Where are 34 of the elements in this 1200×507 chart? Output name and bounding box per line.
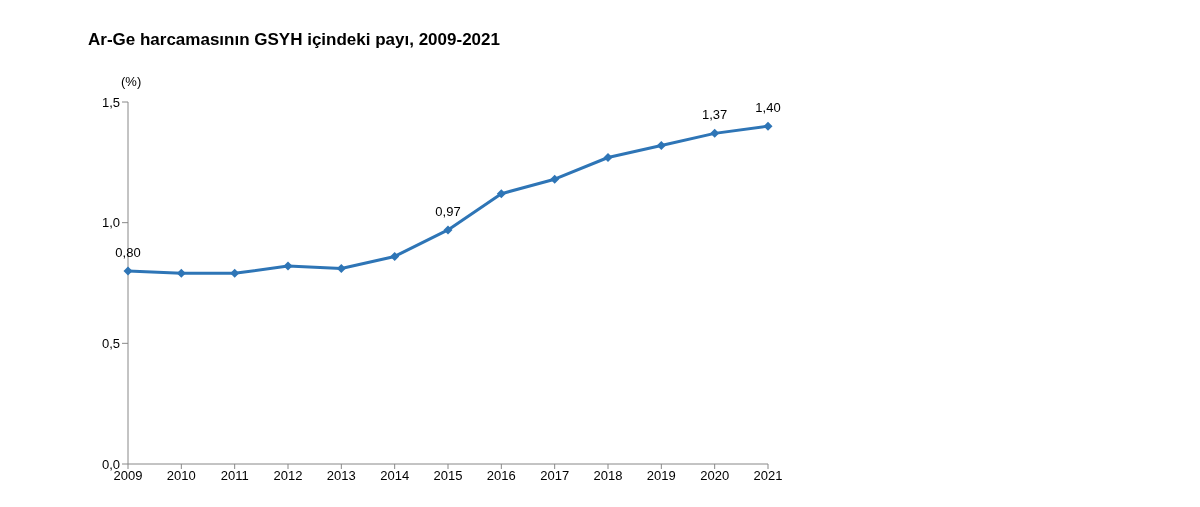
x-tick-label: 2012 xyxy=(273,468,303,484)
data-label: 0,80 xyxy=(115,244,141,260)
point xyxy=(443,225,453,235)
point xyxy=(230,268,240,278)
point xyxy=(550,174,560,184)
x-tick-label: 2011 xyxy=(220,468,249,484)
x-tick-label: 2015 xyxy=(433,468,463,484)
y-tick-label: 0,5 xyxy=(101,335,120,351)
point xyxy=(336,264,346,274)
y-axis-title: (%) xyxy=(121,74,142,89)
data-label: 1,40 xyxy=(755,100,781,116)
x-tick-label: 2019 xyxy=(646,468,676,484)
x-tick-label: 2021 xyxy=(753,468,783,484)
x-tick-label: 2013 xyxy=(326,468,356,484)
x-tick-label: 2016 xyxy=(486,468,516,484)
x-tick-label: 2010 xyxy=(166,468,196,484)
point xyxy=(656,140,666,150)
x-tick-label: 2017 xyxy=(540,468,570,484)
point xyxy=(283,261,293,271)
point xyxy=(176,268,186,278)
point xyxy=(390,251,400,261)
point xyxy=(763,121,773,131)
x-tick-label: 2018 xyxy=(593,468,623,484)
x-tick-label: 2014 xyxy=(380,468,410,484)
x-tick-label: 2020 xyxy=(700,468,730,484)
point xyxy=(603,153,613,163)
point xyxy=(496,189,506,199)
y-tick-label: 1,5 xyxy=(101,94,120,110)
data-label: 1,37 xyxy=(702,107,728,123)
data-label: 0,97 xyxy=(435,203,461,219)
chart-title: Ar-Ge harcamasının GSYH içindeki payı, 2009-2021 xyxy=(88,30,500,50)
y-tick-label: 1,0 xyxy=(101,215,120,231)
point xyxy=(710,128,720,138)
point xyxy=(123,266,133,276)
